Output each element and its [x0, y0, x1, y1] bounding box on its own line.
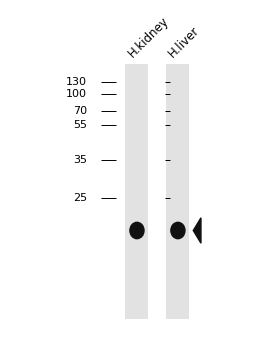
Text: 35: 35 — [73, 155, 87, 165]
Text: 100: 100 — [66, 89, 87, 99]
Text: 70: 70 — [73, 106, 87, 116]
Ellipse shape — [130, 222, 144, 239]
Ellipse shape — [171, 222, 185, 239]
Bar — [125, 64, 148, 319]
Text: H.liver: H.liver — [166, 24, 202, 60]
Text: 55: 55 — [73, 120, 87, 130]
Polygon shape — [193, 218, 201, 243]
Bar — [166, 64, 189, 319]
Text: H.kidney: H.kidney — [125, 14, 171, 60]
Text: 130: 130 — [66, 77, 87, 87]
Text: 25: 25 — [73, 193, 87, 203]
